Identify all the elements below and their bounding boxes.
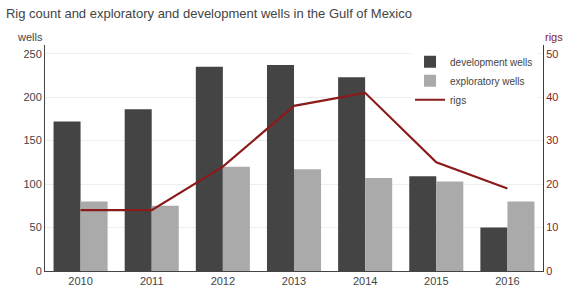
svg-text:0: 0 bbox=[36, 265, 42, 277]
svg-text:0: 0 bbox=[546, 265, 552, 277]
svg-text:50: 50 bbox=[546, 48, 558, 60]
svg-text:40: 40 bbox=[546, 91, 558, 103]
svg-text:100: 100 bbox=[23, 178, 41, 190]
svg-text:2013: 2013 bbox=[282, 275, 306, 287]
svg-text:2015: 2015 bbox=[424, 275, 448, 287]
svg-text:2010: 2010 bbox=[68, 275, 92, 287]
svg-text:2016: 2016 bbox=[495, 275, 519, 287]
svg-text:200: 200 bbox=[23, 91, 41, 103]
svg-text:20: 20 bbox=[546, 178, 558, 190]
svg-text:wells: wells bbox=[17, 31, 43, 43]
svg-text:2011: 2011 bbox=[140, 275, 164, 287]
svg-text:rigs: rigs bbox=[450, 95, 466, 106]
svg-text:250: 250 bbox=[23, 48, 41, 60]
svg-text:2012: 2012 bbox=[211, 275, 235, 287]
svg-text:Rig count and exploratory and: Rig count and exploratory and developmen… bbox=[6, 6, 412, 21]
svg-text:exploratory wells: exploratory wells bbox=[450, 76, 524, 87]
svg-text:50: 50 bbox=[30, 221, 42, 233]
svg-text:10: 10 bbox=[546, 221, 558, 233]
svg-text:2014: 2014 bbox=[353, 275, 377, 287]
svg-text:30: 30 bbox=[546, 134, 558, 146]
svg-text:development wells: development wells bbox=[450, 57, 532, 68]
svg-text:rigs: rigs bbox=[545, 31, 563, 43]
svg-text:150: 150 bbox=[23, 134, 41, 146]
